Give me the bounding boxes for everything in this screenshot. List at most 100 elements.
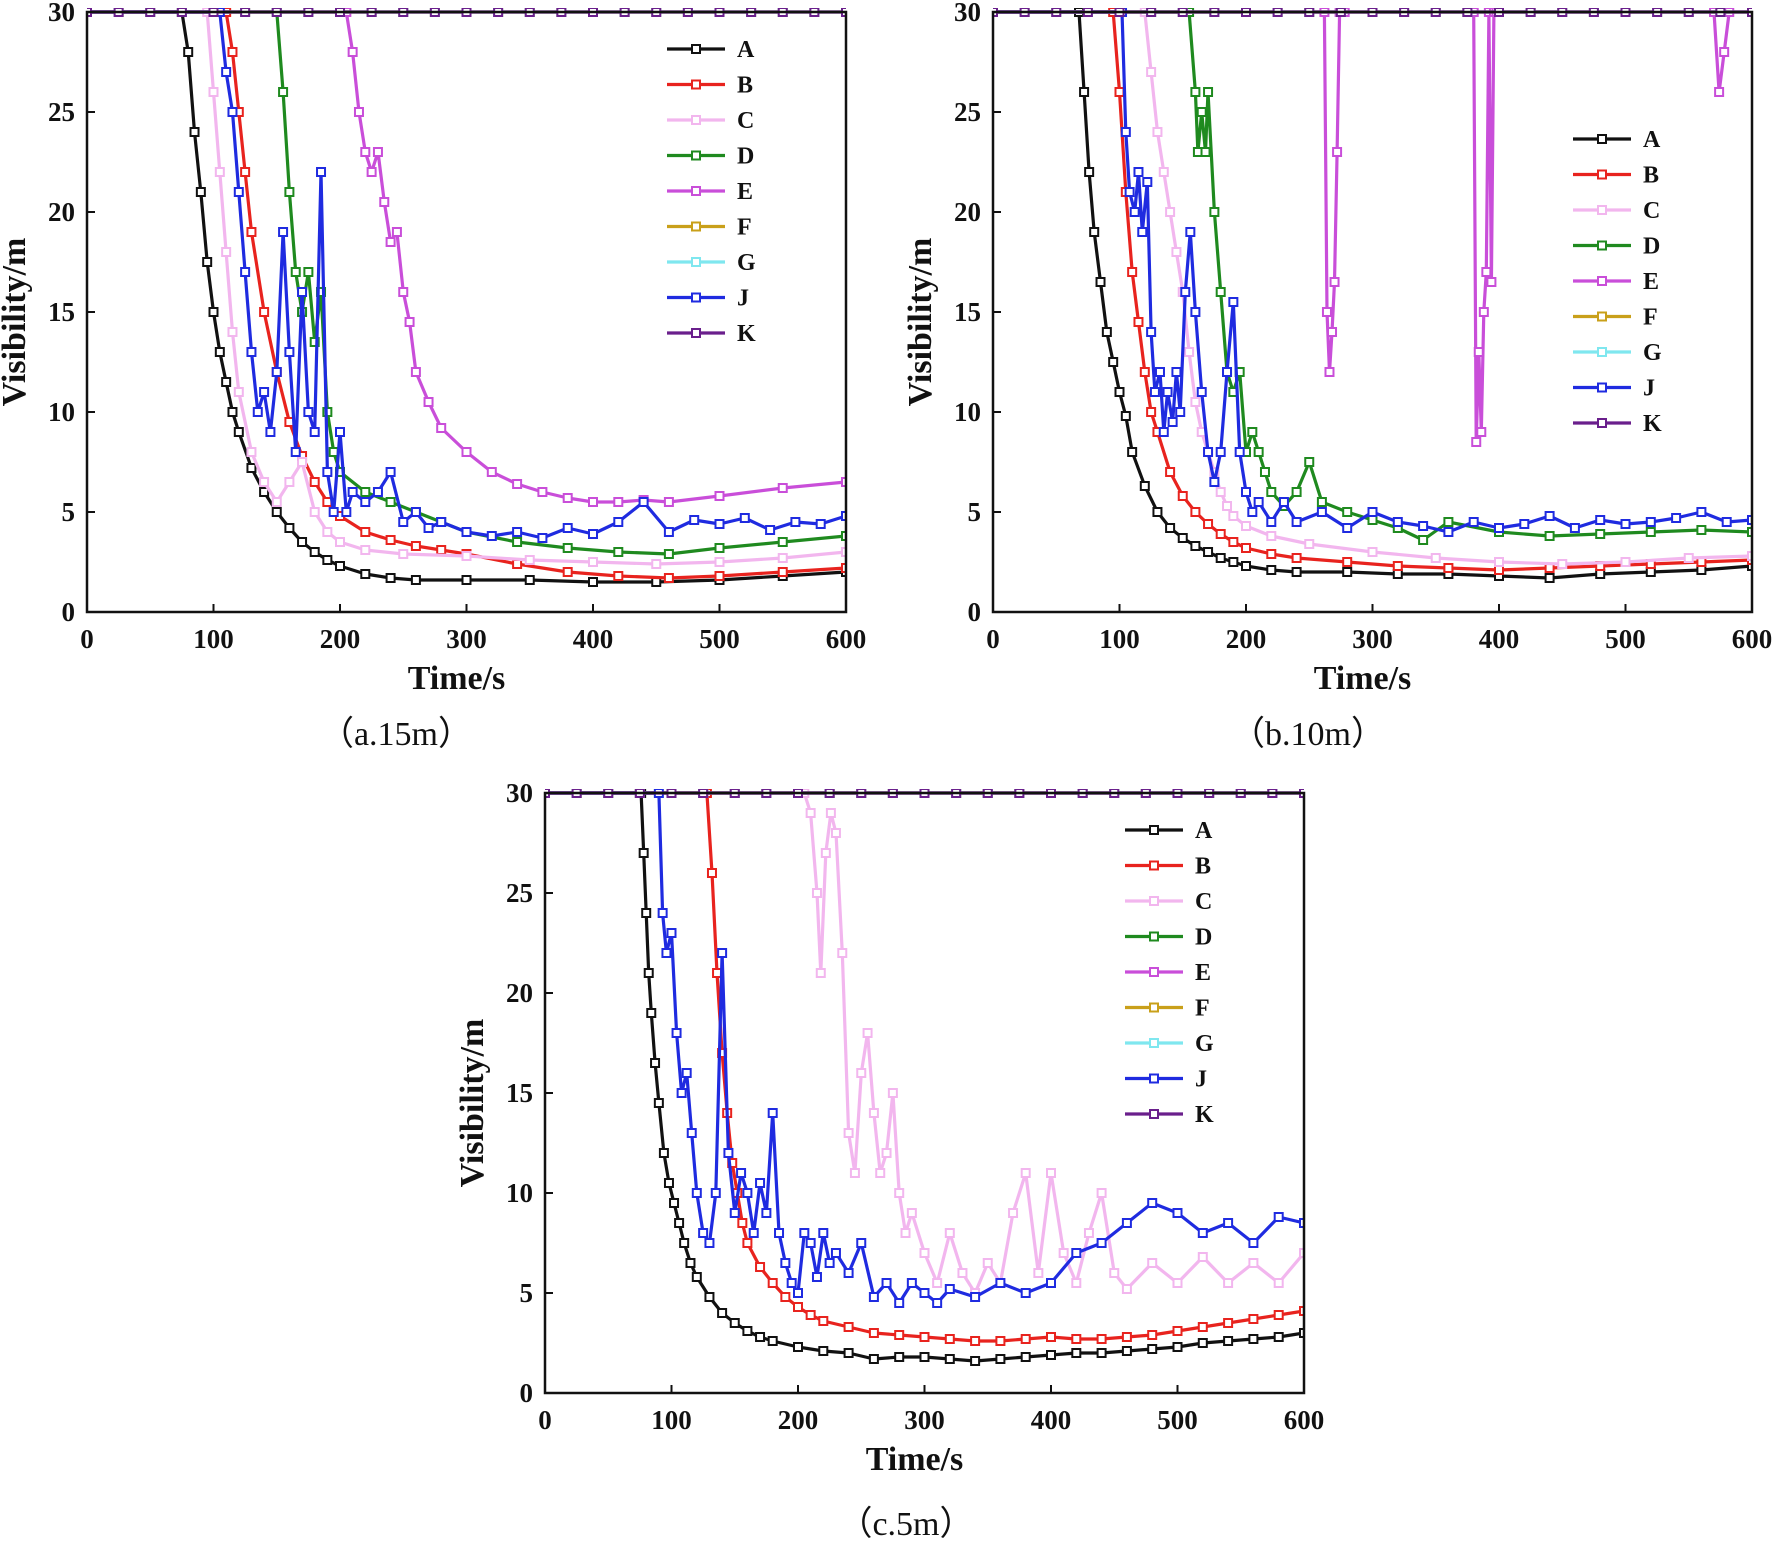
series-A-point: [1595, 569, 1606, 579]
series-J-point: [1167, 417, 1178, 427]
series-C-point: [651, 559, 662, 569]
series-D-point: [1443, 517, 1454, 527]
series-B-point: [1071, 1334, 1082, 1344]
series-B-point: [1273, 1310, 1284, 1320]
series-J-point: [1203, 447, 1214, 457]
series-D-point: [714, 543, 725, 553]
series-D-point: [777, 537, 788, 547]
series-B-point: [1342, 557, 1353, 567]
series-D-point: [1215, 287, 1226, 297]
series-A-point: [868, 1354, 879, 1364]
series-J-point: [512, 527, 523, 537]
series-C-point: [849, 1168, 860, 1178]
series-A-point: [1020, 1352, 1031, 1362]
series-J-point: [271, 367, 282, 377]
series-J-markers: [545, 789, 1304, 1308]
series-B-point: [777, 567, 788, 577]
series-J-point: [613, 517, 624, 527]
series-J-point: [638, 497, 649, 507]
series-J-point: [818, 1228, 829, 1238]
series-A-line: [993, 10, 1752, 580]
series-D-point: [1253, 447, 1264, 457]
series-J-point: [767, 1108, 778, 1118]
series-J-point: [1273, 1212, 1284, 1222]
series-C-point: [944, 1228, 955, 1238]
legend-label-G: G: [737, 250, 756, 276]
legend-label-K: K: [1643, 411, 1662, 437]
series-A-point: [650, 1058, 661, 1068]
series-J-point: [1190, 307, 1201, 317]
series-C-point: [1190, 397, 1201, 407]
series-J-point: [1146, 327, 1157, 337]
series-J-point: [824, 1258, 835, 1268]
series-J-line: [545, 791, 1304, 1305]
series-C-markers: [993, 8, 1752, 569]
x-tick-label: 400: [573, 624, 614, 654]
series-J-markers: [993, 8, 1752, 537]
series-J-point: [328, 507, 339, 517]
series-J-point: [906, 1278, 917, 1288]
series-A-point: [843, 1348, 854, 1358]
series-D-point: [385, 497, 396, 507]
series-C-point: [1430, 553, 1441, 563]
series-B-point: [1139, 367, 1150, 377]
series-D-point: [278, 87, 289, 97]
series-J-point: [663, 527, 674, 537]
series-J-point: [799, 1228, 810, 1238]
series-C-point: [1158, 167, 1169, 177]
series-J-point: [1162, 387, 1173, 397]
series-J-point: [1418, 521, 1429, 531]
series-B-point: [1241, 543, 1251, 553]
series-C-point: [777, 553, 788, 563]
series-E-markers: [87, 8, 846, 507]
series-C-point: [1033, 1268, 1044, 1278]
series-E-line: [993, 10, 1752, 444]
x-tick-label: 200: [320, 624, 361, 654]
y-tick-label: 30: [48, 0, 75, 27]
series-J-point: [423, 523, 434, 533]
series-C-point: [1620, 557, 1631, 567]
x-tick-label: 500: [1605, 624, 1646, 654]
series-J-point: [932, 1298, 943, 1308]
series-B-point: [894, 1330, 905, 1340]
series-B-line: [993, 10, 1752, 572]
series-A-point: [919, 1352, 930, 1362]
series-A-point: [1696, 565, 1707, 575]
legend-label-J: J: [1643, 376, 1655, 402]
y-tick-label: 15: [48, 297, 75, 327]
series-J-point: [723, 1148, 734, 1158]
series-J-point: [1247, 507, 1258, 517]
series-J-point: [1046, 1278, 1056, 1288]
series-E-point: [1327, 327, 1338, 337]
series-B-point: [712, 968, 723, 978]
series-B-point: [1392, 561, 1403, 571]
series-B-point: [663, 573, 674, 583]
series-B-point: [1197, 1322, 1208, 1332]
x-tick-label: 500: [699, 624, 740, 654]
series-B-point: [240, 167, 251, 177]
series-J-point: [704, 1238, 715, 1248]
series-J-point: [1519, 519, 1530, 529]
series-C-point: [1071, 1278, 1082, 1288]
series-A-point: [1228, 557, 1239, 567]
series-E-point: [461, 447, 472, 457]
series-B-point: [737, 1218, 748, 1228]
series-B-point: [1190, 507, 1201, 517]
series-A-point: [1114, 387, 1125, 397]
series-J-point: [830, 1248, 841, 1258]
series-C-point: [856, 1068, 867, 1078]
series-B-point: [1177, 491, 1188, 501]
series-A-point: [1241, 561, 1251, 571]
series-C-point: [524, 555, 535, 565]
series-C-point: [259, 477, 270, 487]
legend-label-D: D: [1643, 234, 1660, 260]
series-A-point: [1096, 1348, 1107, 1358]
series-A-point: [729, 1318, 740, 1328]
series-J-point: [1342, 523, 1353, 533]
series-A-point: [669, 1198, 680, 1208]
series-A-point: [385, 573, 396, 583]
x-tick-label: 0: [80, 624, 94, 654]
series-C-point: [1152, 127, 1163, 137]
